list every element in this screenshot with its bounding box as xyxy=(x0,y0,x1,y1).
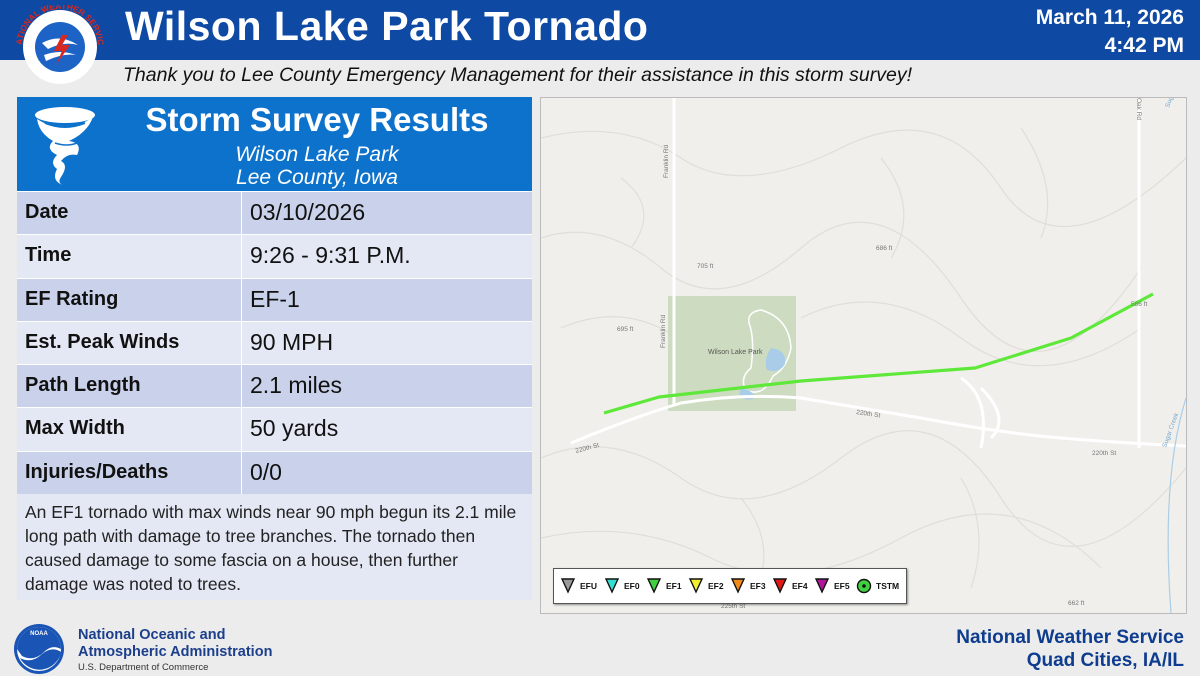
triangle-icon xyxy=(604,578,620,594)
table-row: Max Width 50 yards xyxy=(17,407,532,451)
road-label: 220th St xyxy=(856,409,881,419)
table-row: Est. Peak Winds 90 MPH xyxy=(17,320,532,365)
elevation-label: 686 ft xyxy=(876,245,892,252)
roads xyxy=(570,98,1186,449)
elevation-label: 695 ft xyxy=(617,326,633,333)
legend-label: EF5 xyxy=(834,581,850,591)
row-value: 0/0 xyxy=(250,458,282,485)
terrain-contours xyxy=(541,127,1186,599)
panel-header: Storm Survey Results Wilson Lake Park Le… xyxy=(17,97,532,191)
thanks-note: Thank you to Lee County Emergency Manage… xyxy=(123,64,913,86)
nws-location: Quad Cities, IA/IL xyxy=(1026,650,1184,671)
row-value: 50 yards xyxy=(250,415,339,442)
noaa-name: National Oceanic and Atmospheric Adminis… xyxy=(78,627,272,661)
table-row: Injuries/Deaths 0/0 xyxy=(17,450,532,495)
noaa-name-line1: National Oceanic and xyxy=(78,627,226,643)
table-row: Time 9:26 - 9:31 P.M. xyxy=(17,234,532,278)
row-label: EF Rating xyxy=(25,287,119,310)
panel-title: Storm Survey Results xyxy=(145,101,489,138)
survey-summary: An EF1 tornado with max winds near 90 mp… xyxy=(17,494,532,600)
nws-name: National Weather Service xyxy=(956,627,1184,648)
elevation-label: 705 ft xyxy=(697,263,713,270)
triangle-icon xyxy=(814,578,830,594)
triangle-icon xyxy=(688,578,704,594)
row-value: EF-1 xyxy=(250,285,300,312)
table-row: EF Rating EF-1 xyxy=(17,277,532,321)
panel-location: Wilson Lake Park xyxy=(235,143,399,166)
legend-label: EF0 xyxy=(624,581,640,591)
tornado-icon xyxy=(35,107,95,185)
road-label: 220th St xyxy=(1092,450,1116,457)
row-value: 9:26 - 9:31 P.M. xyxy=(250,242,411,269)
legend-label: EF3 xyxy=(750,581,766,591)
legend-label: EF4 xyxy=(792,581,808,591)
triangle-icon xyxy=(730,578,746,594)
ef-legend: EFU EF0 EF1 EF2 EF3 EF4 EF5 TSTM xyxy=(553,568,907,604)
legend-label: EF1 xyxy=(666,581,682,591)
lake xyxy=(765,348,786,372)
issue-time: 4:42 PM xyxy=(1104,34,1184,57)
creek xyxy=(1167,397,1186,613)
road-label: Oak Rd xyxy=(1135,98,1142,120)
table-row: Path Length 2.1 miles xyxy=(17,364,532,408)
elevation-label: 586 ft xyxy=(1131,301,1147,308)
row-label: Path Length xyxy=(25,374,141,397)
row-value: 2.1 miles xyxy=(250,372,343,399)
panel-county: Lee County, Iowa xyxy=(236,166,398,189)
road-label: Franklin Rd xyxy=(660,314,667,348)
header-bar xyxy=(0,0,1200,60)
noaa-name-line2: Atmospheric Administration xyxy=(78,644,273,660)
noaa-logo-text: NOAA xyxy=(30,631,48,637)
row-label: Injuries/Deaths xyxy=(25,460,169,483)
map-canvas[interactable]: Wilson Lake Park Franklin Rd Franklin Rd… xyxy=(541,98,1186,613)
survey-table: Date 03/10/2026 Time 9:26 - 9:31 P.M. EF… xyxy=(17,191,532,495)
elevation-label: 662 ft xyxy=(1068,600,1084,607)
creek-label: Sugar Creek xyxy=(1164,98,1183,109)
row-value: 90 MPH xyxy=(250,328,334,355)
noaa-logo: NOAA xyxy=(14,624,64,674)
triangle-icon xyxy=(772,578,788,594)
row-label: Time xyxy=(25,244,72,267)
issue-date: March 11, 2026 xyxy=(1035,6,1184,29)
legend-label: EF2 xyxy=(708,581,724,591)
road-label: Franklin Rd xyxy=(663,144,670,178)
row-label: Max Width xyxy=(25,417,125,440)
survey-panel: Storm Survey Results Wilson Lake Park Le… xyxy=(17,97,532,600)
table-row: Date 03/10/2026 xyxy=(17,191,532,235)
triangle-icon xyxy=(646,578,662,594)
road-label: 225th St xyxy=(721,603,745,610)
row-label: Date xyxy=(25,201,69,223)
legend-label: TSTM xyxy=(876,581,900,591)
tornado-track xyxy=(603,292,1154,415)
row-label: Est. Peak Winds xyxy=(25,330,180,353)
row-value: 03/10/2026 xyxy=(250,199,366,225)
nws-logo: NATIONAL WEATHER SERVICE xyxy=(8,5,106,84)
circle-dot-icon xyxy=(856,578,872,594)
tornado-track-map[interactable]: Wilson Lake Park Franklin Rd Franklin Rd… xyxy=(540,97,1187,614)
triangle-icon xyxy=(560,578,576,594)
noaa-department: U.S. Department of Commerce xyxy=(78,662,209,673)
issue-datetime: March 11, 2026 4:42 PM xyxy=(1036,4,1184,60)
road-label: 220th St xyxy=(575,442,600,455)
park-label: Wilson Lake Park xyxy=(708,349,763,356)
footer: NOAA National Oceanic and Atmospheric Ad… xyxy=(0,620,1200,675)
nws-office: National Weather Service Quad Cities, IA… xyxy=(956,626,1184,672)
legend-label: EFU xyxy=(580,581,597,591)
page-title: Wilson Lake Park Tornado xyxy=(125,3,649,49)
